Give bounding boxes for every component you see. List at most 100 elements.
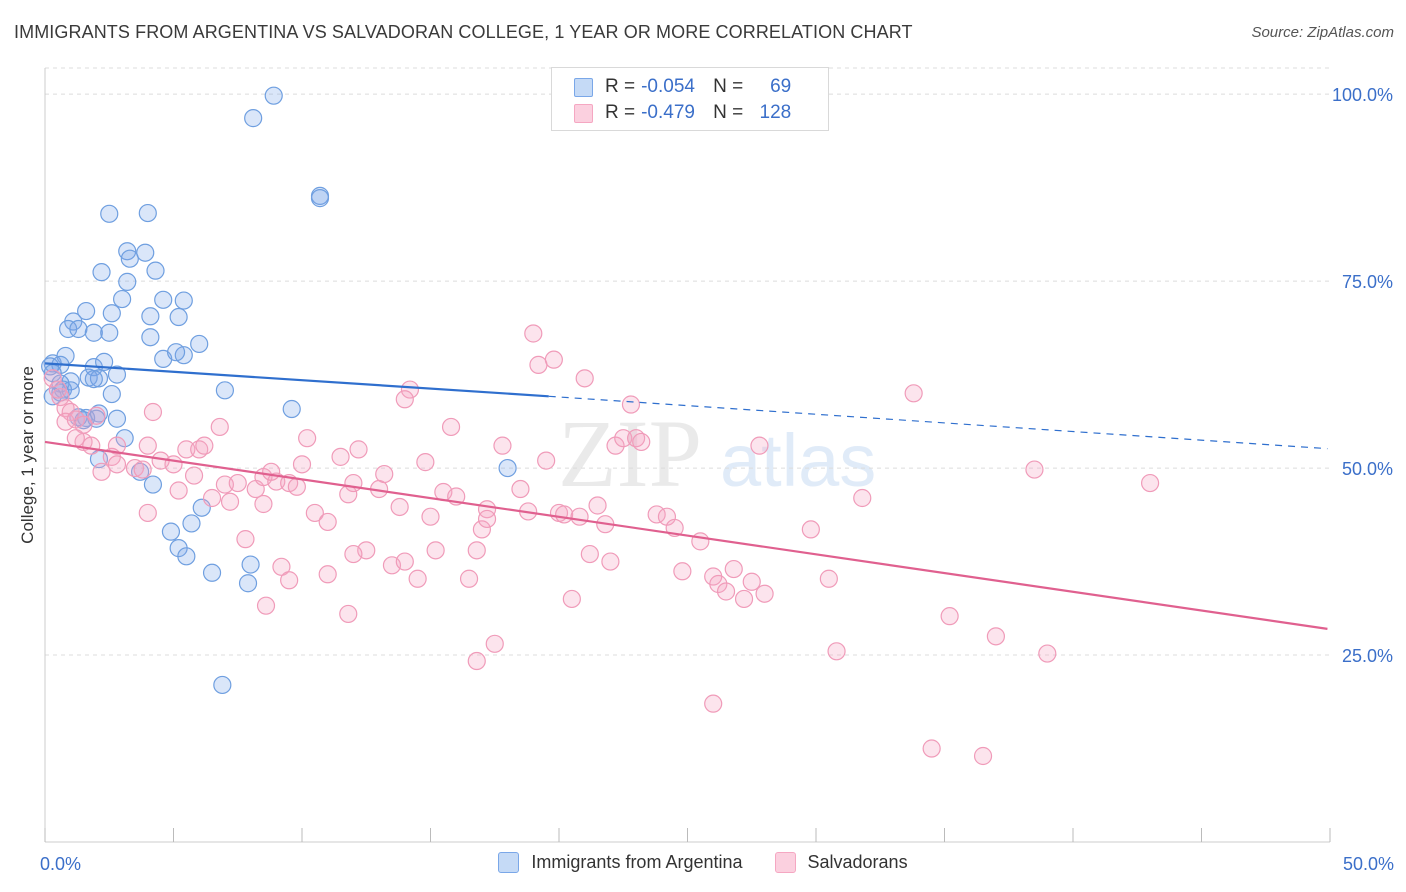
point-salvadorans — [606, 436, 625, 455]
source-label: Source: ZipAtlas.com — [1251, 24, 1394, 41]
legend-item-argentina: Immigrants from Argentina — [498, 852, 743, 873]
point-salvadorans — [107, 436, 127, 455]
point-argentina — [115, 429, 134, 448]
point-argentina — [89, 369, 109, 388]
point-salvadorans — [87, 406, 106, 425]
point-salvadorans — [973, 746, 993, 766]
point-argentina — [84, 323, 103, 342]
point-salvadorans — [819, 569, 838, 588]
point-salvadorans — [853, 488, 872, 508]
legend-label-salvadorans: Salvadorans — [807, 852, 908, 872]
point-argentina — [107, 365, 127, 384]
point-argentina — [143, 475, 163, 494]
point-salvadorans — [375, 464, 394, 484]
stats-legend: R = -0.054 N = 69 R = -0.479 N = 128 — [551, 67, 829, 131]
point-salvadorans — [262, 462, 281, 481]
point-salvadorans — [228, 473, 247, 493]
point-argentina — [69, 319, 88, 339]
point-salvadorans — [400, 380, 420, 399]
legend-r-label: R = — [605, 102, 636, 123]
legend-r-value: -0.054 — [641, 76, 695, 97]
point-salvadorans — [421, 507, 440, 526]
point-salvadorans — [922, 739, 941, 758]
point-argentina — [102, 384, 121, 404]
point-salvadorans — [318, 565, 337, 584]
point-argentina — [264, 86, 283, 105]
point-salvadorans — [305, 503, 324, 523]
point-salvadorans — [390, 497, 409, 517]
point-salvadorans — [169, 481, 188, 500]
point-salvadorans — [220, 492, 240, 511]
point-salvadorans — [459, 569, 479, 588]
x-tick-label: 0.0% — [40, 854, 81, 874]
legend-r-label: R = — [605, 76, 636, 97]
y-tick-label: 100.0% — [1332, 85, 1393, 105]
point-salvadorans — [441, 417, 461, 437]
chart-title: IMMIGRANTS FROM ARGENTINA VS SALVADORAN … — [14, 22, 913, 42]
point-salvadorans — [755, 584, 774, 603]
series-legend: Immigrants from Argentina Salvadorans — [0, 852, 1406, 873]
point-salvadorans — [272, 557, 291, 576]
point-argentina — [118, 272, 137, 291]
point-argentina — [154, 290, 173, 309]
point-argentina — [102, 304, 121, 323]
legend-n-label: N = — [713, 76, 744, 97]
point-salvadorans — [331, 447, 350, 466]
point-salvadorans — [344, 473, 363, 493]
point-salvadorans — [529, 355, 548, 374]
point-salvadorans — [416, 453, 435, 472]
legend-swatch-argentina — [574, 77, 593, 97]
point-salvadorans — [298, 429, 317, 448]
point-salvadorans — [202, 488, 222, 508]
watermark: ZIP atlas — [558, 400, 876, 507]
legend-row-salvadorans: R = -0.479 N = 128 — [574, 100, 791, 126]
point-salvadorans — [164, 455, 183, 474]
point-salvadorans — [395, 552, 414, 571]
point-salvadorans — [580, 544, 599, 564]
point-salvadorans — [801, 520, 820, 539]
point-salvadorans — [477, 509, 497, 529]
point-salvadorans — [485, 634, 504, 653]
point-salvadorans — [1025, 460, 1044, 479]
point-salvadorans — [575, 369, 594, 388]
y-tick-label: 50.0% — [1342, 459, 1393, 479]
point-argentina — [166, 343, 186, 362]
point-argentina — [310, 189, 330, 208]
point-salvadorans — [133, 460, 152, 479]
point-salvadorans — [986, 627, 1006, 646]
point-argentina — [107, 409, 127, 428]
point-salvadorans — [395, 390, 414, 409]
point-salvadorans — [614, 429, 633, 448]
point-salvadorans — [1038, 644, 1057, 663]
point-salvadorans — [724, 559, 743, 579]
point-salvadorans — [138, 436, 157, 455]
point-argentina — [100, 204, 119, 223]
point-salvadorans — [339, 604, 358, 624]
point-argentina — [141, 307, 160, 326]
point-salvadorans — [588, 496, 607, 515]
y-axis-label: College, 1 year or more — [18, 366, 37, 544]
point-argentina — [77, 301, 96, 321]
point-salvadorans — [177, 440, 196, 459]
point-salvadorans — [544, 350, 563, 369]
point-salvadorans — [562, 589, 581, 609]
point-salvadorans — [195, 436, 214, 455]
point-salvadorans — [632, 432, 651, 452]
point-argentina — [244, 109, 263, 128]
point-salvadorans — [280, 571, 299, 590]
trend-line-salvadorans — [44, 440, 1328, 630]
point-salvadorans — [66, 429, 85, 448]
point-argentina — [146, 261, 165, 280]
point-salvadorans — [138, 503, 157, 523]
watermark-atlas: atlas — [720, 419, 876, 502]
point-argentina — [92, 263, 111, 282]
point-salvadorans — [426, 541, 445, 560]
point-salvadorans — [511, 479, 530, 499]
trend-line-argentina — [44, 362, 549, 398]
axes — [44, 68, 1331, 843]
point-salvadorans — [467, 541, 486, 560]
point-salvadorans — [750, 436, 769, 455]
point-salvadorans — [555, 505, 574, 524]
point-salvadorans — [318, 512, 337, 532]
point-salvadorans — [43, 369, 62, 388]
